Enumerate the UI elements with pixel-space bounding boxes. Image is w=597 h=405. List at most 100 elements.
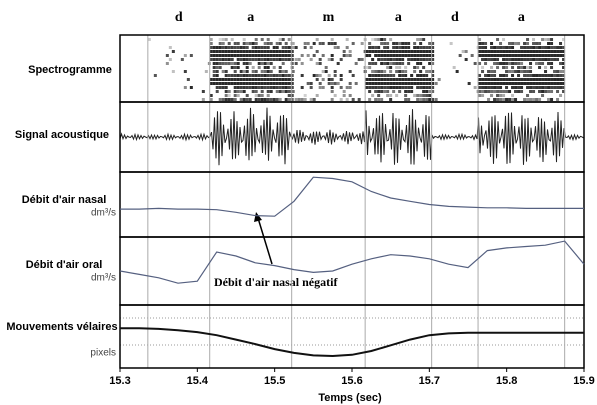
x-tick-label: 15.9 <box>573 375 594 387</box>
spectro-cell <box>287 74 291 77</box>
spectro-cell <box>212 46 216 49</box>
spectro-cell <box>535 78 539 81</box>
spectro-cell <box>428 90 432 93</box>
spectro-cell <box>245 58 249 61</box>
spectro-cell <box>371 46 375 49</box>
spectro-cell <box>404 66 408 69</box>
spectro-cell <box>209 78 213 81</box>
spectro-cell <box>541 86 545 89</box>
spectro-cell <box>266 94 270 97</box>
spectro-cell <box>248 58 252 61</box>
spectro-cell <box>419 74 423 77</box>
spectro-cell <box>520 66 524 69</box>
spectro-cell <box>487 86 491 89</box>
spectro-cell <box>404 90 408 93</box>
spectro-cell <box>266 86 270 89</box>
spectro-cell <box>541 62 545 65</box>
spectro-cell <box>290 94 294 97</box>
segment-label: m <box>323 10 335 25</box>
spectro-cell <box>538 66 542 69</box>
spectro-cell <box>401 42 405 45</box>
spectro-cell <box>517 54 521 57</box>
spectro-cell <box>514 54 518 57</box>
spectro-cell <box>263 74 267 77</box>
spectro-cell <box>526 42 530 45</box>
spectro-cell <box>233 98 237 101</box>
spectro-cell <box>224 50 228 53</box>
spectro-cell <box>290 78 294 81</box>
spectro-cell <box>315 74 319 77</box>
spectro-cell <box>502 94 506 97</box>
spectro-cell <box>168 46 172 49</box>
spectro-cell <box>490 50 494 53</box>
spectro-cell <box>336 46 340 49</box>
spectro-cell <box>422 82 426 85</box>
spectro-cell <box>230 50 234 53</box>
spectro-cell <box>227 78 231 81</box>
spectro-cell <box>263 78 267 81</box>
spectro-cell <box>269 54 273 57</box>
spectro-cell <box>380 90 384 93</box>
spectro-cell <box>484 90 488 93</box>
spectro-cell <box>392 86 396 89</box>
spectro-cell <box>407 90 411 93</box>
spectro-cell <box>315 50 319 53</box>
spectro-cell <box>251 50 255 53</box>
spectro-cell <box>410 78 414 81</box>
spectro-cell <box>401 62 405 65</box>
spectro-cell <box>478 38 482 41</box>
spectro-cell <box>499 54 503 57</box>
spectro-cell <box>278 66 282 69</box>
spectro-cell <box>318 62 322 65</box>
spectro-cell <box>422 90 426 93</box>
spectro-cell <box>395 46 399 49</box>
spectro-cell <box>263 62 267 65</box>
spectro-cell <box>380 62 384 65</box>
spectro-cell <box>496 86 500 89</box>
spectro-cell <box>297 98 301 101</box>
spectro-cell <box>183 54 187 57</box>
spectro-cell <box>478 82 482 85</box>
spectro-cell <box>245 82 249 85</box>
spectro-cell <box>416 46 420 49</box>
spectro-cell <box>386 94 390 97</box>
spectro-cell <box>484 78 488 81</box>
spectro-cell <box>371 74 375 77</box>
spectro-cell <box>493 98 497 101</box>
spectro-cell <box>233 54 237 57</box>
spectro-cell <box>330 58 334 61</box>
spectro-cell <box>386 78 390 81</box>
spectro-cell <box>490 66 494 69</box>
spectro-cell <box>422 38 426 41</box>
spectro-cell <box>300 98 304 101</box>
spectro-cell <box>395 70 399 73</box>
spectro-cell <box>425 94 429 97</box>
signal-line <box>119 240 585 284</box>
spectro-cell <box>422 78 426 81</box>
spectro-cell <box>538 90 542 93</box>
spectro-cell <box>535 74 539 77</box>
spectro-cell <box>517 42 521 45</box>
spectro-cell <box>511 74 515 77</box>
spectro-cell <box>380 74 384 77</box>
spectro-cell <box>559 74 563 77</box>
spectro-cell <box>171 50 175 53</box>
spectro-cell <box>502 54 506 57</box>
spectro-cell <box>287 50 291 53</box>
spectro-cell <box>535 42 539 45</box>
spectro-cell <box>514 62 518 65</box>
spectro-cell <box>425 74 429 77</box>
spectro-cell <box>209 58 213 61</box>
spectro-cell <box>368 50 372 53</box>
spectro-cell <box>526 94 530 97</box>
spectro-cell <box>272 82 276 85</box>
spectro-cell <box>386 50 390 53</box>
spectro-cell <box>535 82 539 85</box>
spectro-cell <box>330 38 334 41</box>
spectro-cell <box>496 78 500 81</box>
spectro-cell <box>272 86 276 89</box>
spectro-cell <box>230 78 234 81</box>
spectro-cell <box>404 54 408 57</box>
spectro-cell <box>404 74 408 77</box>
spectro-cell <box>260 58 264 61</box>
